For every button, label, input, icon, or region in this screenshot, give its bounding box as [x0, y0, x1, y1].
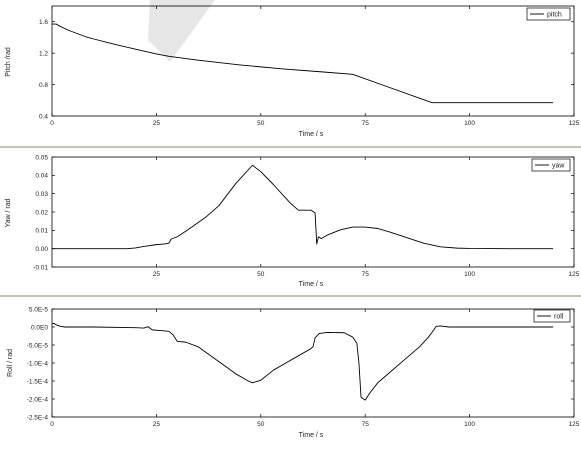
y-tick-label: 0.0E0	[31, 324, 48, 331]
x-axis-title: Time / s	[299, 281, 324, 288]
y-tick-label: -2.0E-4	[27, 396, 49, 403]
chart-svg: 25 50 75 100 125 -0.01 0.00 0.01 0.02 0.03 0.04 0.0…	[5, 154, 580, 288]
y-tick-label: -1.5E-4	[27, 378, 49, 385]
x-tick-label: 50	[257, 421, 265, 428]
y-tick-label: 0.4	[39, 113, 48, 120]
y-axis-title: Yaw / rad	[5, 198, 12, 227]
y-tick-label: 1.6	[39, 19, 48, 26]
legend-label: roll	[554, 314, 564, 321]
y-tick-label: 0.8	[39, 82, 48, 89]
x-tick-label: 25	[153, 120, 161, 127]
legend-box	[533, 309, 571, 323]
y-axis-title: Roll / rad	[7, 349, 14, 377]
y-tick-label: -5.0E-5	[27, 342, 49, 349]
chart-svg: 0 25 50 75 100 125 -2.5E-4 -2.0E-4 -1.5E-4 -1.0E-…	[7, 306, 580, 439]
plot-frame	[51, 5, 575, 117]
x-tick-label: 75	[362, 271, 370, 278]
plot-frame	[51, 308, 575, 418]
x-tick-label: 125	[569, 421, 580, 428]
x-tick-label: 50	[257, 120, 265, 127]
series-line-pitch	[52, 23, 554, 104]
y-tick-label: 0.02	[35, 209, 48, 216]
y-tick-label: -1.0E-4	[27, 360, 49, 367]
x-axis-title: Time / s	[299, 432, 324, 439]
roll-chart-panel: 0 25 50 75 100 125 -2.5E-4 -2.0E-4 -1.5E-4 -1.0E-…	[0, 296, 581, 451]
y-tick-label: 0.01	[35, 228, 48, 235]
series-line-yaw	[52, 164, 554, 250]
legend-box	[531, 158, 571, 172]
y-tick-label: 0.03	[35, 191, 48, 198]
y-tick-label: 0.05	[35, 154, 48, 161]
legend-box	[526, 7, 571, 21]
x-tick-label: 50	[257, 271, 265, 278]
x-tick-label: 125	[569, 271, 580, 278]
panel-divider	[0, 146, 581, 148]
legend-label: yaw	[552, 163, 565, 170]
x-tick-label: 0	[50, 421, 54, 428]
x-axis-title: Time / s	[299, 131, 324, 138]
legend-label: pitch	[547, 12, 562, 19]
y-tick-label: -0.01	[33, 264, 48, 271]
x-tick-label: 75	[362, 421, 370, 428]
y-tick-label: 0.04	[35, 173, 48, 180]
x-tick-label: 75	[362, 120, 370, 127]
y-tick-label: 0.00	[35, 246, 48, 253]
pitch-chart-panel: 0 25 50 75 100 125 0.4 0.8 1.2 1.6 Time / s Pitch /…	[0, 0, 581, 147]
series-line-roll	[52, 322, 554, 401]
x-tick-label: 125	[569, 120, 580, 127]
y-tick-label: -2.5E-4	[27, 414, 49, 421]
x-tick-label: 25	[153, 271, 161, 278]
panel-divider	[0, 295, 581, 297]
x-tick-label: 25	[153, 421, 161, 428]
x-tick-label: 0	[50, 120, 54, 127]
yaw-chart-panel: 25 50 75 100 125 -0.01 0.00 0.01 0.02 0.03 0.04 0.0…	[0, 147, 581, 296]
y-tick-label: 5.0E-5	[29, 306, 49, 313]
y-axis-title: Pitch /rad	[5, 47, 12, 77]
y-tick-label: 1.2	[39, 50, 48, 57]
x-tick-label: 100	[464, 421, 475, 428]
x-tick-label: 100	[464, 120, 475, 127]
chart-svg: 0 25 50 75 100 125 0.4 0.8 1.2 1.6 Time / s Pitch /…	[5, 5, 580, 138]
x-tick-label: 100	[464, 271, 475, 278]
